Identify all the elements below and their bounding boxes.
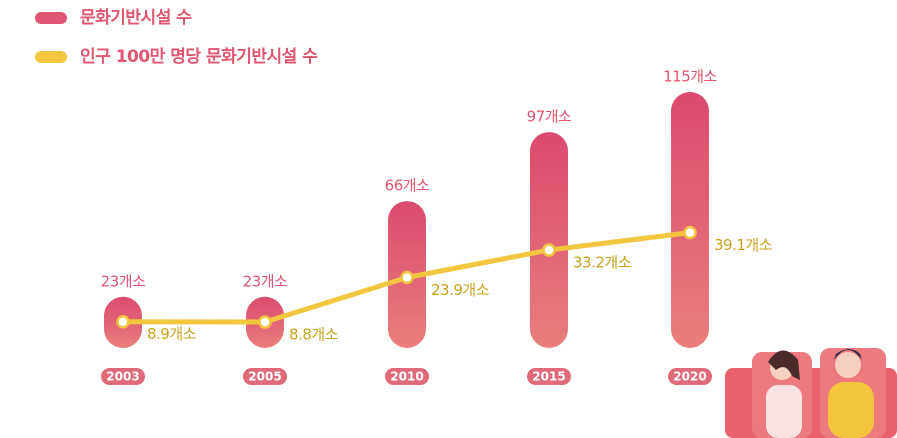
- line-value-label: 39.1개소: [714, 236, 773, 254]
- line-point: [683, 225, 697, 240]
- year-badge: [668, 368, 712, 385]
- year-badge: [101, 368, 145, 385]
- x-tick-label: 2010: [390, 370, 423, 384]
- bar-value-label: 23개소: [101, 272, 146, 290]
- legend-swatch: [35, 51, 67, 63]
- year-badge: [385, 368, 429, 385]
- legend-label: 문화기반시설 수: [80, 8, 192, 28]
- line-point: [542, 243, 556, 257]
- line-point: [258, 315, 272, 329]
- illustration: [725, 348, 897, 438]
- line-value-label: 33.2개소: [573, 254, 632, 272]
- legend-swatch: [35, 12, 67, 24]
- year-badge: [527, 368, 571, 385]
- bar-value-label: 97개소: [527, 108, 572, 126]
- x-tick-label: 2003: [106, 370, 139, 384]
- bar-value-label: 66개소: [385, 177, 430, 195]
- x-tick-label: 2005: [248, 370, 281, 384]
- x-tick-label: 2015: [532, 370, 565, 384]
- bar: [530, 132, 568, 348]
- line-value-label: 23.9개소: [431, 281, 490, 299]
- bar-value-label: 115개소: [663, 68, 717, 86]
- bar: [671, 92, 709, 348]
- line-value-label: 8.8개소: [289, 326, 339, 344]
- year-badge: [243, 368, 287, 385]
- line-point: [400, 270, 414, 285]
- line-value-label: 8.9개소: [147, 325, 197, 343]
- legend-label: 인구 100만 명당 문화기반시설 수: [80, 47, 318, 67]
- bar-value-label: 23개소: [243, 272, 288, 290]
- x-tick-label: 2020: [673, 370, 706, 384]
- line-point: [116, 314, 130, 329]
